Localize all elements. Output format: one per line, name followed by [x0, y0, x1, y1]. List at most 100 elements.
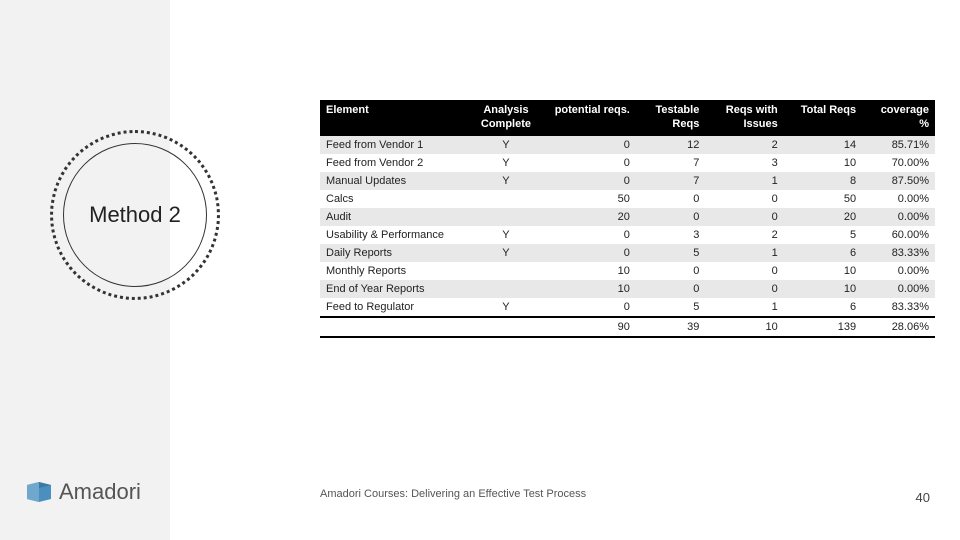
amadori-logo: Amadori: [25, 479, 141, 505]
total-reqs: 139: [784, 317, 862, 337]
cell-element: Calcs: [320, 190, 471, 208]
dotted-circle: Method 2: [50, 130, 220, 300]
cell-coverage: 0.00%: [862, 190, 935, 208]
cell-analysis-complete: [471, 208, 540, 226]
cell-total-reqs: 6: [784, 244, 862, 262]
cell-testable-reqs: 5: [636, 298, 705, 317]
cell-testable-reqs: 7: [636, 172, 705, 190]
table-row: Daily ReportsY051683.33%: [320, 244, 935, 262]
cell-element: Usability & Performance: [320, 226, 471, 244]
table-header-row: Element Analysis Complete potential reqs…: [320, 100, 935, 136]
cell-potential-reqs: 0: [541, 136, 636, 154]
cell-coverage: 85.71%: [862, 136, 935, 154]
cell-element: Feed from Vendor 1: [320, 136, 471, 154]
page-number: 40: [916, 490, 930, 505]
cell-potential-reqs: 0: [541, 298, 636, 317]
col-header-coverage: coverage %: [862, 100, 935, 136]
cell-testable-reqs: 7: [636, 154, 705, 172]
table-row: Feed from Vendor 1Y01221485.71%: [320, 136, 935, 154]
book-icon: [25, 481, 53, 503]
cell-testable-reqs: 0: [636, 190, 705, 208]
cell-testable-reqs: 0: [636, 208, 705, 226]
cell-element: Audit: [320, 208, 471, 226]
cell-total-reqs: 10: [784, 262, 862, 280]
table-row: Monthly Reports1000100.00%: [320, 262, 935, 280]
cell-reqs-with-issues: 0: [705, 208, 783, 226]
cell-total-reqs: 14: [784, 136, 862, 154]
cell-coverage: 0.00%: [862, 280, 935, 298]
cell-total-reqs: 10: [784, 280, 862, 298]
table-row: Usability & PerformanceY032560.00%: [320, 226, 935, 244]
cell-element: Feed to Regulator: [320, 298, 471, 317]
cell-analysis-complete: Y: [471, 172, 540, 190]
cell-analysis-complete: [471, 190, 540, 208]
col-header-analysis: Analysis Complete: [471, 100, 540, 136]
logo-text: Amadori: [59, 479, 141, 505]
cell-total-reqs: 6: [784, 298, 862, 317]
cell-coverage: 0.00%: [862, 208, 935, 226]
slide-title: Method 2: [89, 202, 181, 228]
cell-element: Manual Updates: [320, 172, 471, 190]
cell-coverage: 87.50%: [862, 172, 935, 190]
cell-coverage: 0.00%: [862, 262, 935, 280]
cell-total-reqs: 5: [784, 226, 862, 244]
cell-coverage: 83.33%: [862, 298, 935, 317]
cell-total-reqs: 20: [784, 208, 862, 226]
cell-reqs-with-issues: 3: [705, 154, 783, 172]
cell-testable-reqs: 5: [636, 244, 705, 262]
cell-reqs-with-issues: 1: [705, 298, 783, 317]
cell-potential-reqs: 10: [541, 280, 636, 298]
table-row: Manual UpdatesY071887.50%: [320, 172, 935, 190]
total-testable: 39: [636, 317, 705, 337]
col-header-total: Total Reqs: [784, 100, 862, 136]
cell-element: Monthly Reports: [320, 262, 471, 280]
cell-analysis-complete: Y: [471, 136, 540, 154]
cell-analysis-complete: Y: [471, 298, 540, 317]
cell-coverage: 60.00%: [862, 226, 935, 244]
requirements-table: Element Analysis Complete potential reqs…: [320, 100, 935, 338]
total-coverage: 28.06%: [862, 317, 935, 337]
cell-reqs-with-issues: 0: [705, 262, 783, 280]
cell-potential-reqs: 0: [541, 172, 636, 190]
cell-reqs-with-issues: 2: [705, 136, 783, 154]
cell-potential-reqs: 50: [541, 190, 636, 208]
requirements-table-container: Element Analysis Complete potential reqs…: [320, 100, 935, 338]
cell-analysis-complete: Y: [471, 226, 540, 244]
cell-reqs-with-issues: 1: [705, 244, 783, 262]
cell-coverage: 83.33%: [862, 244, 935, 262]
cell-potential-reqs: 10: [541, 262, 636, 280]
cell-total-reqs: 10: [784, 154, 862, 172]
cell-potential-reqs: 0: [541, 154, 636, 172]
total-potential: 90: [541, 317, 636, 337]
table-row: Audit2000200.00%: [320, 208, 935, 226]
cell-testable-reqs: 0: [636, 262, 705, 280]
col-header-issues: Reqs with Issues: [705, 100, 783, 136]
table-row: Calcs5000500.00%: [320, 190, 935, 208]
cell-potential-reqs: 20: [541, 208, 636, 226]
cell-reqs-with-issues: 0: [705, 190, 783, 208]
cell-testable-reqs: 3: [636, 226, 705, 244]
solid-circle: Method 2: [63, 143, 207, 287]
cell-reqs-with-issues: 0: [705, 280, 783, 298]
cell-analysis-complete: [471, 280, 540, 298]
cell-potential-reqs: 0: [541, 226, 636, 244]
cell-analysis-complete: Y: [471, 154, 540, 172]
cell-element: End of Year Reports: [320, 280, 471, 298]
cell-reqs-with-issues: 2: [705, 226, 783, 244]
table-row: End of Year Reports1000100.00%: [320, 280, 935, 298]
title-emblem: Method 2: [50, 130, 220, 300]
col-header-testable: Testable Reqs: [636, 100, 705, 136]
col-header-potential: potential reqs.: [541, 100, 636, 136]
table-total-row: 90 39 10 139 28.06%: [320, 317, 935, 337]
cell-element: Daily Reports: [320, 244, 471, 262]
total-issues: 10: [705, 317, 783, 337]
cell-testable-reqs: 0: [636, 280, 705, 298]
table-row: Feed from Vendor 2Y0731070.00%: [320, 154, 935, 172]
cell-total-reqs: 8: [784, 172, 862, 190]
cell-total-reqs: 50: [784, 190, 862, 208]
cell-analysis-complete: [471, 262, 540, 280]
cell-element: Feed from Vendor 2: [320, 154, 471, 172]
cell-coverage: 70.00%: [862, 154, 935, 172]
cell-potential-reqs: 0: [541, 244, 636, 262]
table-row: Feed to RegulatorY051683.33%: [320, 298, 935, 317]
